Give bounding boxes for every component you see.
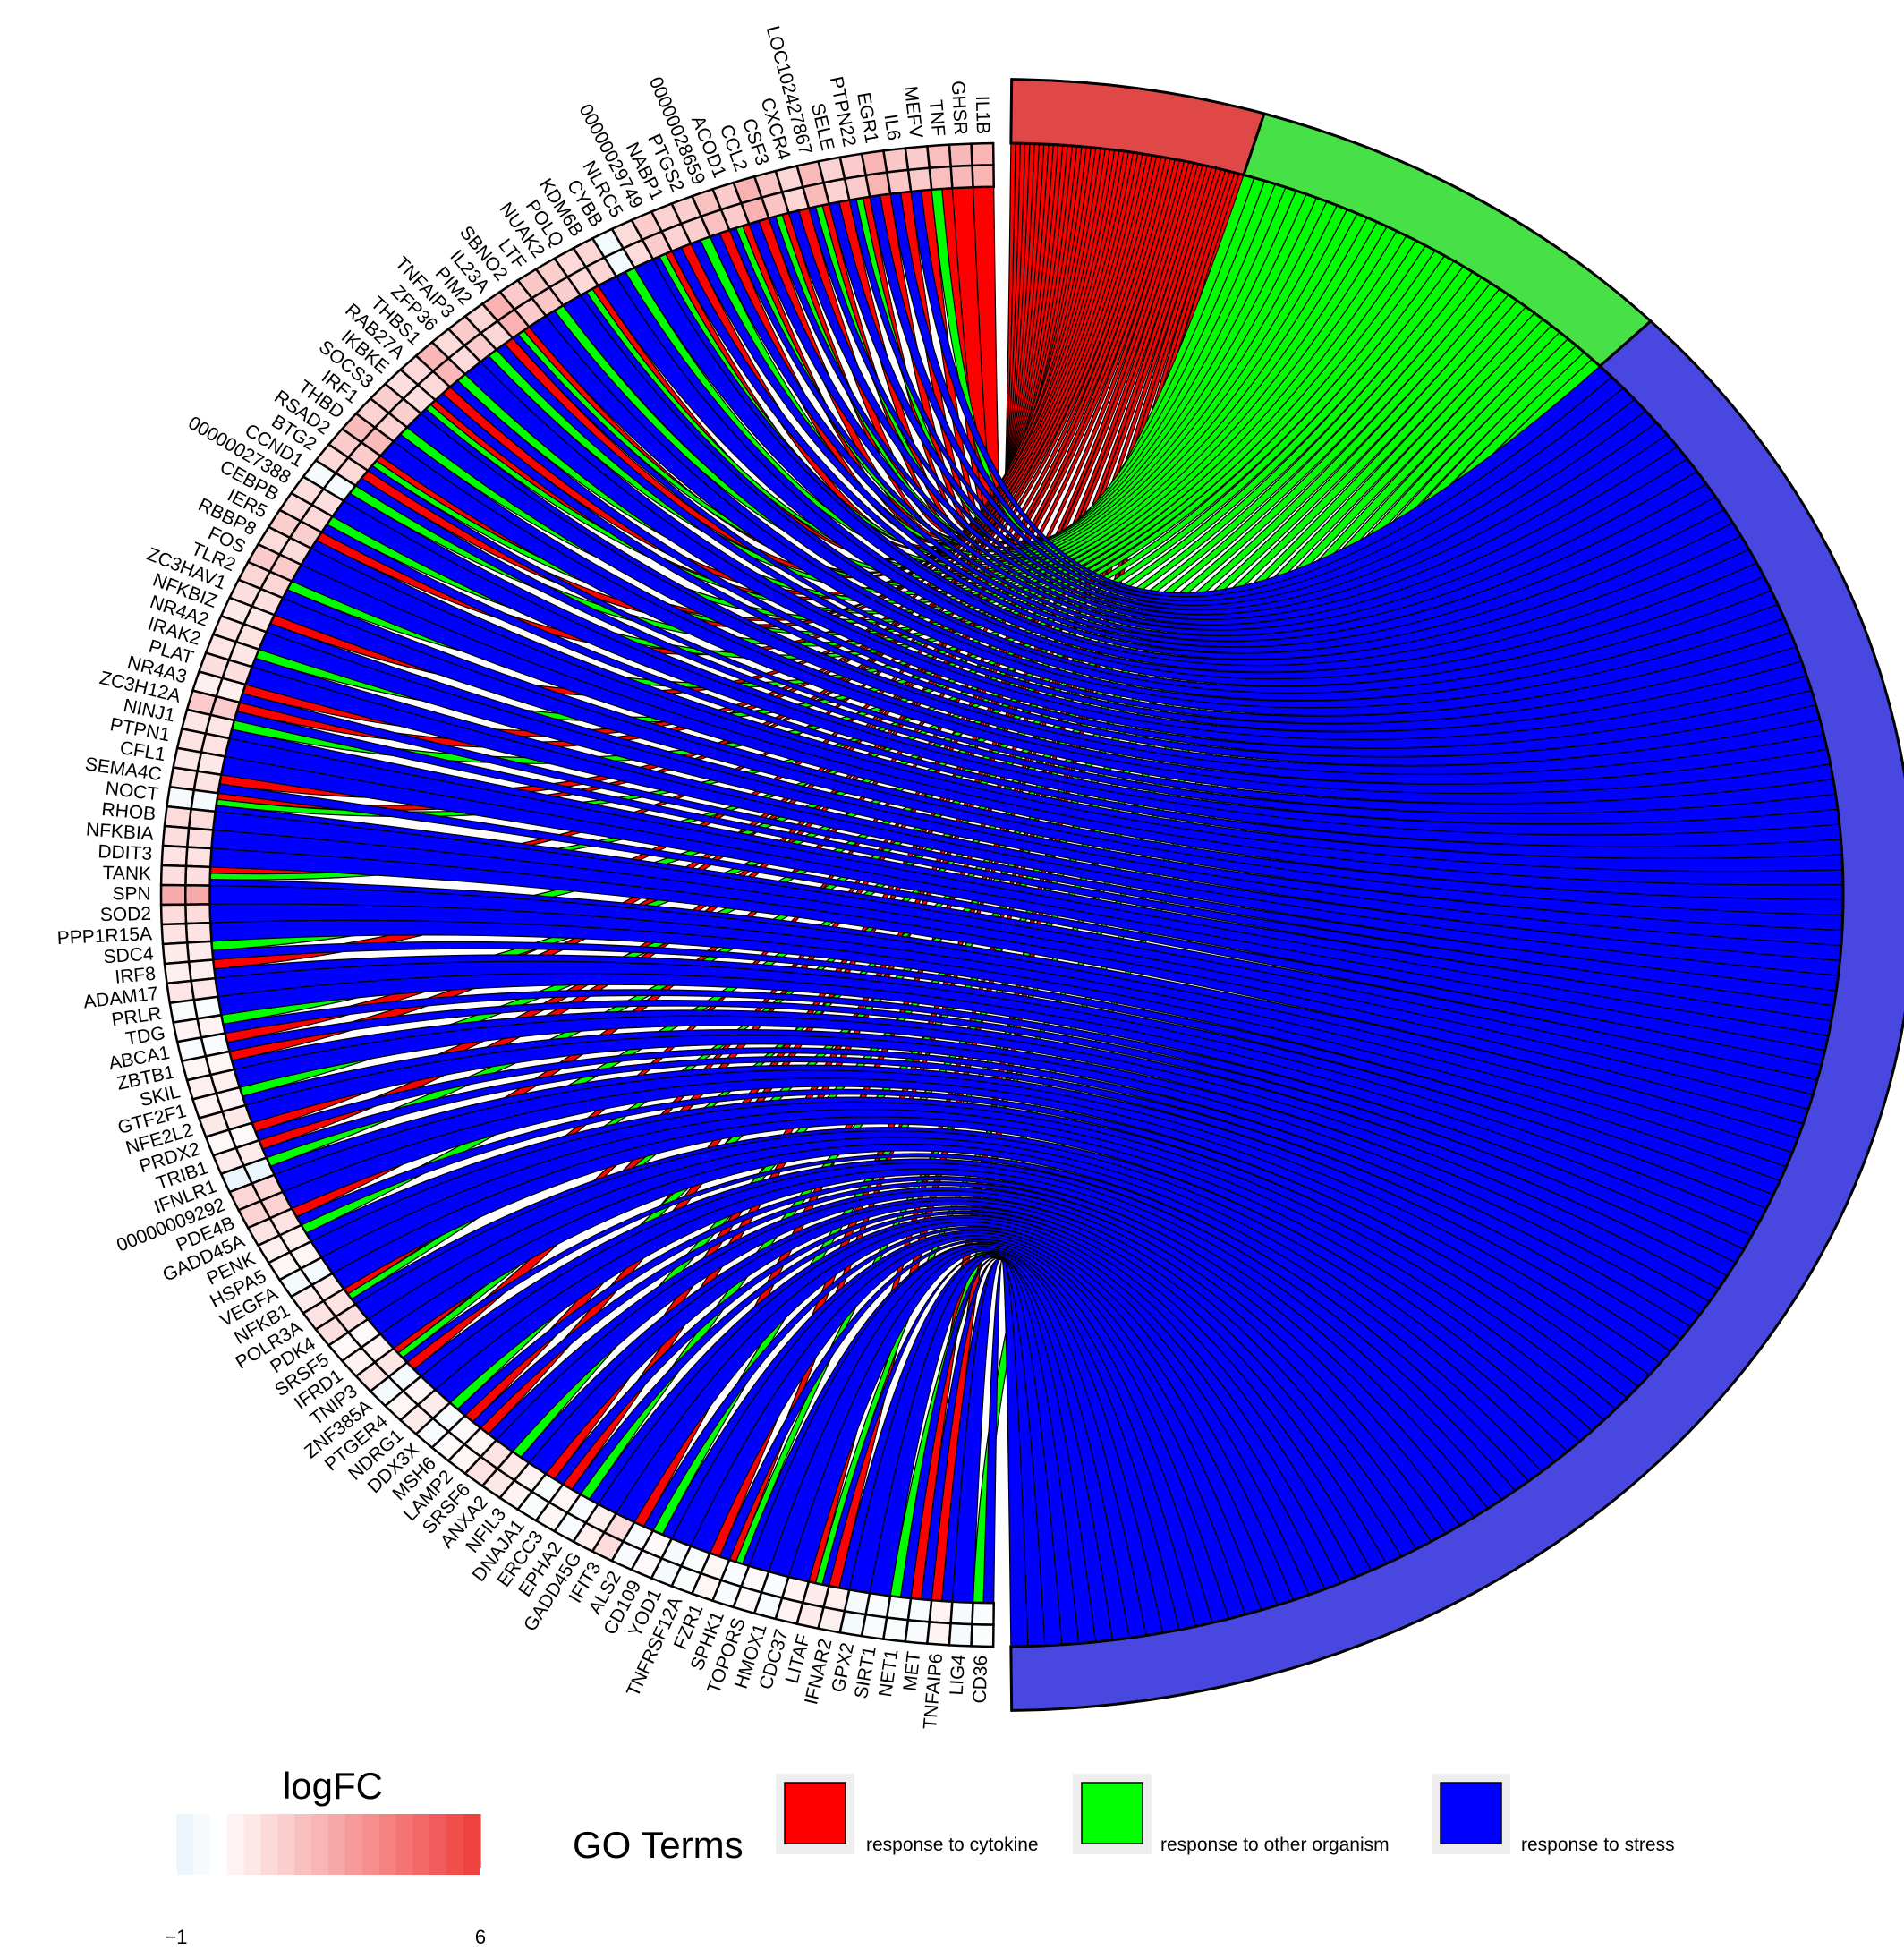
gene-label: TANK bbox=[102, 863, 151, 884]
gene-cell-inner bbox=[184, 903, 212, 925]
gene-label: TNFAIP6 bbox=[920, 1653, 947, 1731]
gene-label: MEFV bbox=[900, 85, 927, 140]
gene-label: CD36 bbox=[970, 1656, 991, 1704]
gene-label: PPP1R15A bbox=[56, 924, 152, 949]
legend-label-cytokine: response to cytokine bbox=[866, 1835, 1039, 1855]
gene-cell-outer bbox=[925, 143, 952, 169]
legend-swatch-stress bbox=[1440, 1782, 1502, 1844]
gene-label: LIG4 bbox=[947, 1654, 970, 1696]
logfc-gradient-step bbox=[311, 1814, 329, 1875]
logfc-gradient-step bbox=[243, 1814, 262, 1875]
gene-label: RHOB bbox=[101, 799, 157, 825]
gene-cell-outer bbox=[948, 1622, 973, 1648]
sector-2 bbox=[1009, 319, 1904, 1712]
logfc-gradient-step bbox=[209, 1814, 228, 1875]
gene-cell-inner bbox=[906, 1597, 933, 1623]
gene-cell-outer bbox=[160, 922, 189, 946]
gene-label: NFKBIA bbox=[85, 819, 154, 844]
gene-label: GHSR bbox=[948, 81, 971, 136]
gene-cell-outer bbox=[161, 941, 191, 966]
gene-cell-outer bbox=[925, 1621, 952, 1647]
gene-cell-outer bbox=[904, 1618, 931, 1646]
logfc-gradient-step bbox=[361, 1814, 380, 1875]
logfc-gradient-step bbox=[328, 1814, 346, 1875]
legend-swatch-cytokine bbox=[784, 1782, 846, 1844]
gene-cell-outer bbox=[904, 144, 931, 172]
legend-label-stress: response to stress bbox=[1521, 1835, 1675, 1855]
gene-cell-inner bbox=[971, 1601, 995, 1626]
gene-cell-outer bbox=[159, 864, 188, 887]
go-term-sectors bbox=[1009, 78, 1904, 1712]
gene-cell-inner bbox=[928, 165, 954, 192]
gene-cell-inner bbox=[184, 846, 213, 869]
gene-cell-outer bbox=[159, 883, 187, 907]
go-terms-legend: GO Terms response to cytokine response t… bbox=[573, 1774, 1675, 1866]
gene-cell-inner bbox=[928, 1598, 954, 1625]
gene-cell-outer bbox=[166, 785, 196, 811]
logfc-gradient-step bbox=[260, 1814, 278, 1875]
gene-label: IL6 bbox=[880, 113, 904, 141]
gene-cell-inner bbox=[949, 1600, 974, 1626]
logfc-gradient-step bbox=[446, 1814, 464, 1875]
gene-label: IRF8 bbox=[114, 964, 156, 988]
gene-cell-inner bbox=[184, 864, 212, 887]
logfc-gradient-step bbox=[395, 1814, 414, 1875]
logfc-gradient-step bbox=[378, 1814, 397, 1875]
gene-label: SPN bbox=[113, 884, 151, 905]
gene-cell-outer bbox=[970, 1622, 995, 1648]
gene-cell-inner bbox=[949, 164, 974, 190]
gene-cell-outer bbox=[159, 903, 188, 926]
go-legend-title: GO Terms bbox=[573, 1824, 744, 1866]
logfc-gradient-bar bbox=[175, 1814, 481, 1875]
gene-labels: IL1BGHSRTNFMEFVIL6EGR1PTPN22SELELOC10242… bbox=[56, 23, 993, 1730]
logfc-gradient-step bbox=[344, 1814, 363, 1875]
gene-cell-outer bbox=[163, 805, 193, 830]
logfc-gradient-step bbox=[226, 1814, 245, 1875]
gene-cell-outer bbox=[160, 844, 189, 868]
gene-label: DDIT3 bbox=[98, 841, 153, 864]
gene-cells bbox=[159, 141, 995, 1648]
gene-cell-outer bbox=[881, 1616, 910, 1643]
gene-cell-inner bbox=[185, 940, 215, 964]
gene-label: IL1B bbox=[972, 96, 993, 135]
logfc-gradient-step bbox=[277, 1814, 295, 1875]
logfc-max-label: 6 bbox=[475, 1926, 486, 1948]
gene-label: TNF bbox=[925, 99, 948, 138]
gene-cell-inner bbox=[187, 807, 217, 831]
gene-cell-inner bbox=[885, 1594, 913, 1622]
gene-cell-outer bbox=[161, 824, 191, 848]
gene-cell-inner bbox=[906, 166, 933, 193]
logfc-gradient-step bbox=[294, 1814, 312, 1875]
gene-cell-outer bbox=[970, 141, 995, 167]
legend-swatch-other-organism bbox=[1081, 1782, 1143, 1844]
chord-ribbons bbox=[208, 142, 1844, 1648]
gene-cell-inner bbox=[971, 164, 995, 189]
gene-label: SDC4 bbox=[103, 943, 155, 967]
gene-cell-inner bbox=[184, 921, 213, 944]
logfc-legend-title: logFC bbox=[283, 1765, 383, 1807]
gene-label: NET1 bbox=[875, 1648, 902, 1698]
logfc-legend: logFC −1 6 bbox=[165, 1765, 486, 1948]
logfc-gradient-step bbox=[412, 1814, 430, 1875]
logfc-gradient-step bbox=[429, 1814, 447, 1875]
logfc-gradient-step bbox=[463, 1814, 481, 1875]
gene-cell-inner bbox=[185, 826, 215, 850]
gene-cell-inner bbox=[184, 884, 211, 906]
gene-label: SOD2 bbox=[100, 904, 152, 925]
gene-label: MET bbox=[899, 1650, 924, 1692]
logfc-gradient-step bbox=[176, 1814, 194, 1875]
legend-label-other-organism: response to other organism bbox=[1160, 1835, 1390, 1855]
logfc-min-label: −1 bbox=[165, 1926, 187, 1948]
logfc-gradient-step bbox=[192, 1814, 211, 1875]
gene-cell-outer bbox=[948, 142, 973, 168]
